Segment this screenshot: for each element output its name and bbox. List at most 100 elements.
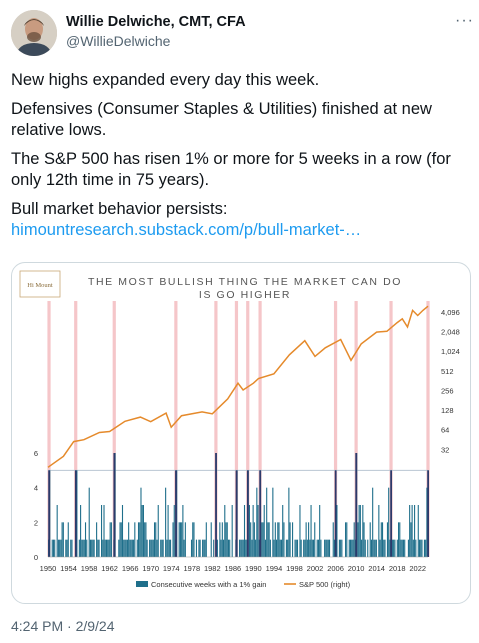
bar	[369, 522, 371, 557]
more-horizontal-icon[interactable]: ···	[455, 12, 474, 29]
highlight-band	[47, 301, 51, 557]
x-axis-tick-label: 2002	[307, 564, 324, 573]
bar	[346, 522, 348, 557]
bar	[88, 487, 90, 557]
author-avatar[interactable]	[11, 10, 57, 56]
bar	[240, 539, 242, 557]
x-axis-tick-label: 1974	[163, 564, 180, 573]
bar	[118, 539, 120, 557]
bar	[97, 539, 99, 557]
highlight-band	[389, 301, 393, 557]
bar	[81, 539, 83, 557]
author-handle[interactable]: @WillieDelwiche	[66, 33, 171, 49]
bar	[384, 539, 386, 557]
tweet-paragraph: Bull market behavior persists:	[11, 200, 228, 218]
bar	[89, 539, 92, 557]
bar	[348, 539, 350, 557]
bar	[61, 522, 63, 557]
bar	[216, 539, 218, 557]
chart-logo-text: Hi Mount	[27, 282, 53, 289]
bar	[78, 539, 80, 557]
bar	[380, 522, 382, 557]
bar	[131, 539, 133, 557]
bar	[363, 522, 365, 557]
bar	[133, 539, 135, 557]
bar	[231, 505, 233, 557]
chart-title: THE MOST BULLISH THING THE MARKET CAN DO	[88, 276, 402, 288]
bar	[141, 505, 143, 557]
bar	[295, 539, 297, 557]
bar	[103, 505, 105, 557]
bar	[139, 522, 141, 557]
right-axis-tick-label: 2,048	[441, 327, 460, 336]
bar	[312, 539, 315, 557]
bar	[226, 522, 228, 557]
tweet-link[interactable]: himountresearch.substack.com/p/bull-mark…	[11, 221, 362, 239]
bar	[273, 539, 275, 557]
bar	[178, 522, 180, 557]
bar	[82, 539, 84, 557]
bar	[269, 539, 271, 557]
bar	[104, 539, 106, 557]
bar-peak	[235, 470, 238, 557]
bar	[364, 539, 366, 557]
tweet-timestamp[interactable]: 4:24 PM · 2/9/24	[11, 618, 115, 634]
x-axis-tick-label: 1958	[81, 564, 98, 573]
bar	[183, 539, 185, 557]
tweet-media-chart[interactable]: Hi Mount THE MOST BULLISH THING THE MARKE…	[11, 262, 471, 604]
bar	[121, 505, 124, 557]
bar	[219, 522, 221, 557]
bar	[292, 522, 294, 557]
right-axis-tick-label: 128	[441, 406, 454, 415]
bar	[105, 539, 108, 557]
bar	[252, 505, 254, 557]
bar	[296, 539, 299, 557]
bar	[357, 522, 359, 557]
bar	[128, 522, 130, 557]
tweet-paragraph: New highs expanded every day this week.	[11, 71, 320, 89]
x-axis-tick-label: 1990	[245, 564, 262, 573]
bar-peak	[355, 453, 358, 557]
bar	[54, 539, 56, 557]
tweet-paragraph: Defensives (Consumer Staples & Utilities…	[11, 100, 432, 139]
bar	[227, 539, 230, 557]
bar	[256, 487, 258, 557]
bar	[56, 505, 58, 557]
x-axis-tick-label: 1962	[101, 564, 118, 573]
bar	[241, 539, 243, 557]
bar	[129, 539, 131, 557]
bar	[304, 539, 306, 557]
bar	[155, 522, 157, 557]
bar	[280, 539, 283, 557]
bar	[84, 522, 87, 557]
bar	[308, 522, 310, 557]
bar	[166, 539, 168, 557]
bar	[152, 539, 154, 557]
bar	[415, 539, 417, 557]
bar	[359, 505, 361, 557]
bar	[414, 505, 416, 557]
bar	[324, 539, 326, 557]
bar	[76, 470, 78, 557]
tweet-text: New highs expanded every day this week. …	[11, 70, 471, 241]
highlight-band	[354, 301, 358, 557]
x-axis-tick-label: 2022	[409, 564, 426, 573]
bar	[195, 539, 197, 557]
bar	[102, 539, 104, 557]
bar	[153, 522, 156, 557]
bar	[400, 539, 402, 557]
bar	[303, 539, 305, 557]
bar-peak	[246, 470, 249, 557]
bar-peak	[74, 470, 77, 557]
bar	[278, 522, 280, 557]
author-name[interactable]: Willie Delwiche, CMT, CFA	[66, 14, 246, 30]
bar	[378, 505, 380, 557]
x-axis-tick-label: 1966	[122, 564, 139, 573]
bar	[391, 539, 393, 557]
bar	[420, 539, 422, 557]
bar	[144, 522, 146, 557]
x-axis-tick-label: 1978	[183, 564, 200, 573]
bar-peak	[48, 470, 51, 557]
bar	[267, 522, 269, 557]
bar	[353, 522, 355, 557]
